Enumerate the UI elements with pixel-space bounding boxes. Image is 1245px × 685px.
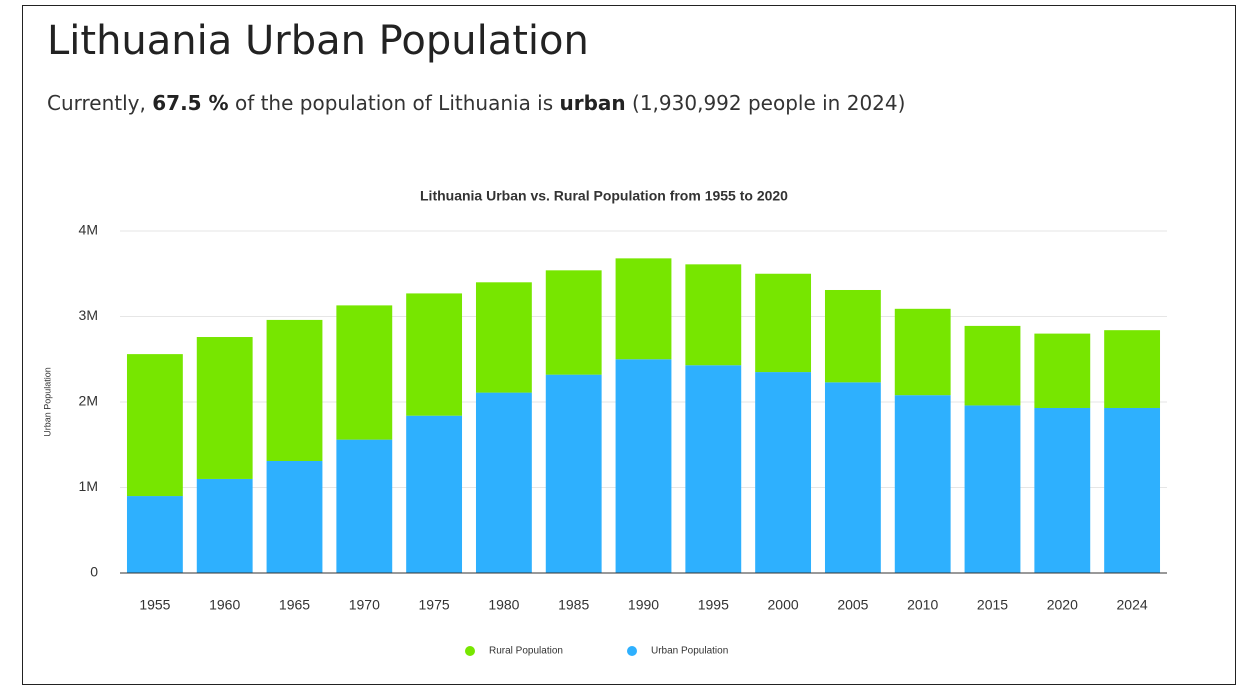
bar-segment xyxy=(266,319,323,461)
legend-label: Urban Population xyxy=(651,646,728,657)
bar-segment xyxy=(615,258,672,360)
legend-swatch xyxy=(627,646,637,656)
bar-segment xyxy=(126,496,183,573)
x-tick-label: 1980 xyxy=(488,597,519,613)
bar-segment xyxy=(545,270,602,375)
bar-segment xyxy=(1104,330,1161,408)
bar-segment xyxy=(824,382,881,573)
bar-segment xyxy=(894,395,951,573)
legend-label: Rural Population xyxy=(489,646,563,657)
bar-segment xyxy=(475,392,532,573)
x-tick-label: 1970 xyxy=(349,597,380,613)
bar-segment xyxy=(336,439,393,573)
x-tick-label: 1975 xyxy=(419,597,450,613)
x-tick-label: 1985 xyxy=(558,597,589,613)
bar-segment xyxy=(615,359,672,573)
x-tick-label: 1960 xyxy=(209,597,240,613)
bar-segment xyxy=(196,478,253,573)
x-tick-label: 2020 xyxy=(1047,597,1078,613)
x-tick-label: 2005 xyxy=(837,597,868,613)
bar-segment xyxy=(406,415,463,573)
x-tick-label: 2015 xyxy=(977,597,1008,613)
bar-segment xyxy=(266,460,323,573)
bar-segment xyxy=(406,293,463,416)
chart-title: Lithuania Urban vs. Rural Population fro… xyxy=(420,188,788,204)
x-tick-label: 2010 xyxy=(907,597,938,613)
x-tick-label: 1990 xyxy=(628,597,659,613)
subtitle-part: (1,930,992 people in 2024) xyxy=(625,91,906,115)
bar-segment xyxy=(336,305,393,440)
page-subtitle: Currently, 67.5 % of the population of L… xyxy=(47,91,905,115)
subtitle-part: 67.5 % xyxy=(152,91,229,115)
bar-segment xyxy=(1104,407,1161,573)
bar-segment xyxy=(824,289,881,383)
subtitle-part: Currently, xyxy=(47,91,153,115)
y-tick-label: 3M xyxy=(79,307,98,323)
legend-swatch xyxy=(465,646,475,656)
y-tick-label: 2M xyxy=(79,393,98,409)
y-tick-label: 0 xyxy=(90,564,98,580)
bar-segment xyxy=(685,264,742,366)
y-axis-label: Urban Population xyxy=(42,367,52,437)
y-tick-label: 1M xyxy=(79,478,98,494)
bar-segment xyxy=(964,405,1021,573)
x-tick-label: 1995 xyxy=(698,597,729,613)
bar-segment xyxy=(545,374,602,573)
bar-segment xyxy=(1034,333,1091,408)
bar-segment xyxy=(755,372,812,573)
bar-segment xyxy=(894,308,951,396)
x-tick-label: 1955 xyxy=(139,597,170,613)
bar-segment xyxy=(1034,407,1091,573)
bar-segment xyxy=(126,354,183,497)
subtitle-part: of the population of Lithuania is xyxy=(228,91,560,115)
x-tick-label: 2024 xyxy=(1117,597,1148,613)
x-tick-label: 2000 xyxy=(768,597,799,613)
page-title: Lithuania Urban Population xyxy=(47,18,589,64)
chart: Lithuania Urban vs. Rural Population fro… xyxy=(42,188,1167,657)
bar-segment xyxy=(755,273,812,373)
bar-segment xyxy=(964,325,1021,406)
x-tick-label: 1965 xyxy=(279,597,310,613)
bar-segment xyxy=(685,365,742,573)
bar-segment xyxy=(196,337,253,479)
y-tick-label: 4M xyxy=(79,222,98,238)
bar-segment xyxy=(475,282,532,393)
subtitle-part: urban xyxy=(559,91,626,115)
